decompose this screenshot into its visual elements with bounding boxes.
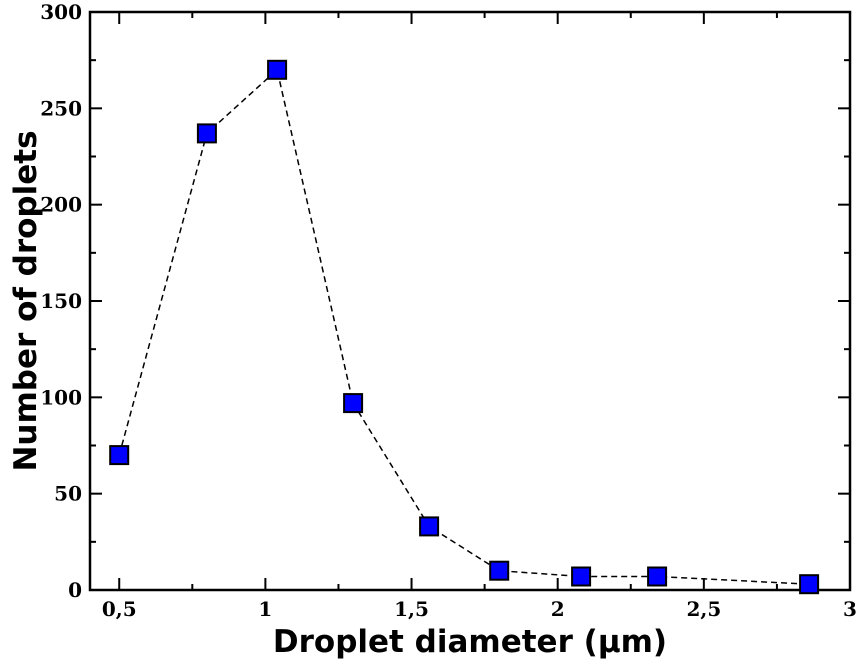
y-tick-label: 150	[40, 289, 82, 313]
y-tick-label: 100	[40, 385, 82, 409]
data-markers	[109, 59, 820, 595]
data-point	[647, 566, 668, 587]
x-axis-title: Droplet diameter (µm)	[273, 624, 667, 660]
x-tick-label: 2,5	[686, 597, 721, 621]
axis-ticks	[90, 11, 851, 591]
y-tick-label: 0	[68, 578, 82, 602]
x-tick-label: 1	[258, 597, 272, 621]
y-tick-label: 200	[40, 193, 82, 217]
data-point	[196, 123, 217, 144]
tick-labels: 0,5 1 1,5 2 2,5 3 0 50 100 150 200 250 300	[40, 0, 857, 621]
data-point	[571, 566, 592, 587]
x-tick-label: 2	[551, 597, 565, 621]
data-point	[489, 560, 510, 581]
y-tick-label: 250	[40, 96, 82, 120]
x-tick-label: 1,5	[394, 597, 429, 621]
data-point	[799, 574, 820, 595]
plot-frame	[88, 10, 852, 592]
data-point	[267, 59, 288, 80]
series-line	[118, 68, 810, 585]
data-point	[109, 445, 130, 466]
y-tick-label: 50	[54, 482, 82, 506]
x-tick-label: 0,5	[102, 597, 137, 621]
data-point	[343, 393, 364, 414]
x-tick-label: 3	[843, 597, 857, 621]
y-axis-title: Number of droplets	[8, 130, 44, 471]
data-point	[419, 516, 440, 537]
y-tick-label: 300	[40, 0, 82, 24]
